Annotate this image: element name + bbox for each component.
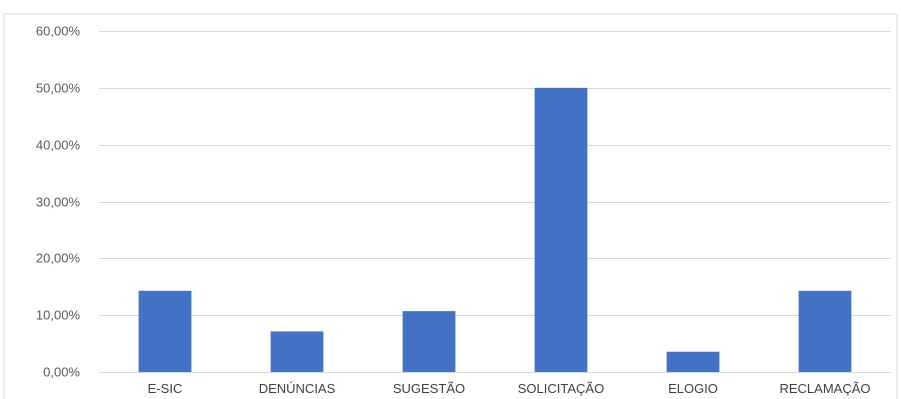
bar (666, 351, 720, 372)
y-tick-label: 0,00% (43, 365, 80, 380)
y-tick-label: 50,00% (36, 81, 81, 96)
bars (138, 87, 852, 372)
y-tick-label: 40,00% (36, 138, 81, 153)
bar (534, 87, 588, 372)
x-tick-label: ELOGIO (668, 381, 718, 396)
x-tick-label: SOLICITAÇÃO (518, 381, 604, 396)
gridlines (99, 31, 891, 373)
y-tick-label: 20,00% (36, 251, 81, 266)
x-tick-label: SUGESTÃO (393, 381, 465, 396)
x-tick-label: RECLAMAÇÃO (779, 381, 870, 396)
y-tick-label: 60,00% (36, 24, 81, 39)
y-tick-label: 30,00% (36, 195, 81, 210)
y-tick-label: 10,00% (36, 308, 81, 323)
chart-border (3, 13, 898, 399)
bar (138, 290, 192, 372)
x-tick-label: DENÚNCIAS (259, 381, 336, 396)
bar (402, 311, 456, 372)
x-tick-label: E-SIC (148, 381, 183, 396)
bar (270, 331, 324, 372)
y-axis-ticks: 0,00% 10,00% 20,00% 30,00% 40,00% 50,00% 60,00… (36, 24, 81, 380)
x-axis-ticks: E-SIC DENÚNCIAS SUGESTÃO SOLICITAÇÃO ELOGIO R… (148, 381, 871, 396)
bar (798, 290, 852, 372)
